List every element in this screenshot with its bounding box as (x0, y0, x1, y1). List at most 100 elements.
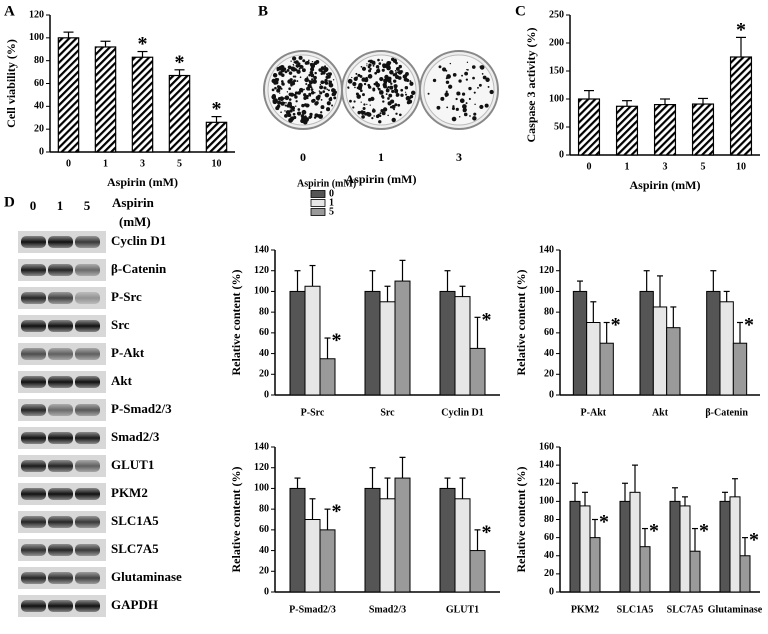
error-bar (672, 487, 678, 502)
colony (326, 101, 331, 106)
colony (326, 74, 331, 79)
colony (300, 114, 304, 118)
colony (459, 98, 465, 104)
colony (478, 83, 482, 87)
error-bar (582, 491, 588, 506)
x-tick-label: 5 (177, 158, 182, 169)
colony (357, 110, 361, 115)
colony (463, 112, 468, 117)
protein-label: SLC7A5 (111, 541, 159, 556)
bar (691, 103, 715, 156)
error-bar (632, 464, 638, 493)
protein-label: Glutaminase (111, 569, 182, 584)
error-bar (474, 316, 481, 349)
colony (277, 88, 281, 91)
band (21, 544, 46, 556)
colony (293, 93, 297, 97)
y-tick-label: 150 (549, 65, 564, 76)
colony (308, 73, 311, 77)
bar (205, 121, 228, 153)
colony (409, 80, 412, 83)
colony (296, 111, 302, 116)
y-axis-label: Cell viability (%) (4, 39, 18, 128)
panel-label: C (515, 3, 526, 19)
error-bar (309, 264, 316, 287)
bar (168, 74, 191, 153)
colony (363, 103, 366, 106)
error-bar (444, 477, 451, 489)
colony (292, 63, 294, 66)
colony (472, 116, 477, 121)
colony (315, 101, 319, 105)
error-bar (577, 280, 583, 292)
colony (361, 66, 367, 71)
band (75, 264, 100, 276)
y-tick-label: 40 (544, 550, 554, 561)
colony (314, 92, 316, 94)
error-bar (100, 40, 111, 47)
colony (397, 70, 403, 75)
colony (397, 103, 401, 107)
colony (378, 120, 382, 124)
colony (316, 97, 320, 101)
protein-label: β-Catenin (111, 261, 167, 276)
colony (393, 79, 397, 83)
error-bar (137, 50, 148, 58)
band (21, 348, 46, 360)
colony (391, 89, 395, 93)
band (21, 600, 46, 612)
colony (410, 90, 416, 96)
colony (395, 61, 398, 65)
error-bar (642, 527, 648, 547)
colony (319, 95, 321, 97)
x-tick-label: Glutaminase (708, 604, 763, 615)
colony (452, 105, 455, 108)
error-bar (369, 467, 376, 489)
colony (308, 59, 310, 62)
colony (284, 110, 286, 112)
colony (296, 69, 301, 74)
colony (318, 114, 323, 119)
colony (293, 65, 295, 67)
band (75, 320, 100, 332)
band (21, 264, 46, 276)
colony (400, 88, 404, 92)
x-tick-label: PKM2 (571, 604, 599, 615)
error-bar (444, 270, 451, 292)
bar (639, 290, 654, 396)
significance-star: * (212, 98, 222, 120)
colony (322, 90, 326, 93)
band (48, 292, 73, 304)
colony (303, 93, 307, 97)
error-bar (622, 482, 628, 502)
error-bar (399, 456, 406, 479)
colony (362, 106, 366, 111)
colony (395, 93, 399, 97)
colony (394, 70, 397, 72)
colony (379, 76, 384, 82)
colony (372, 88, 376, 92)
colony (469, 115, 471, 117)
panel-label: A (4, 3, 15, 19)
colony (397, 67, 400, 70)
colony (360, 65, 363, 68)
x-axis-label: Aspirin (mM) (107, 175, 178, 189)
band (48, 376, 73, 388)
bar (706, 290, 721, 396)
colony (482, 75, 487, 80)
band (21, 432, 46, 444)
colony (299, 76, 302, 79)
colony (310, 115, 313, 118)
colony (445, 90, 448, 93)
y-tick-label: 100 (539, 286, 554, 297)
colony (451, 116, 457, 122)
band (48, 432, 73, 444)
y-tick-label: 50 (554, 121, 564, 132)
significance-star: * (332, 501, 342, 523)
colony (364, 112, 368, 116)
y-axis-label: Relative content (%) (514, 467, 528, 573)
colony (310, 88, 314, 91)
y-tick-label: 60 (544, 532, 554, 543)
band (48, 544, 73, 556)
colony (369, 104, 371, 106)
